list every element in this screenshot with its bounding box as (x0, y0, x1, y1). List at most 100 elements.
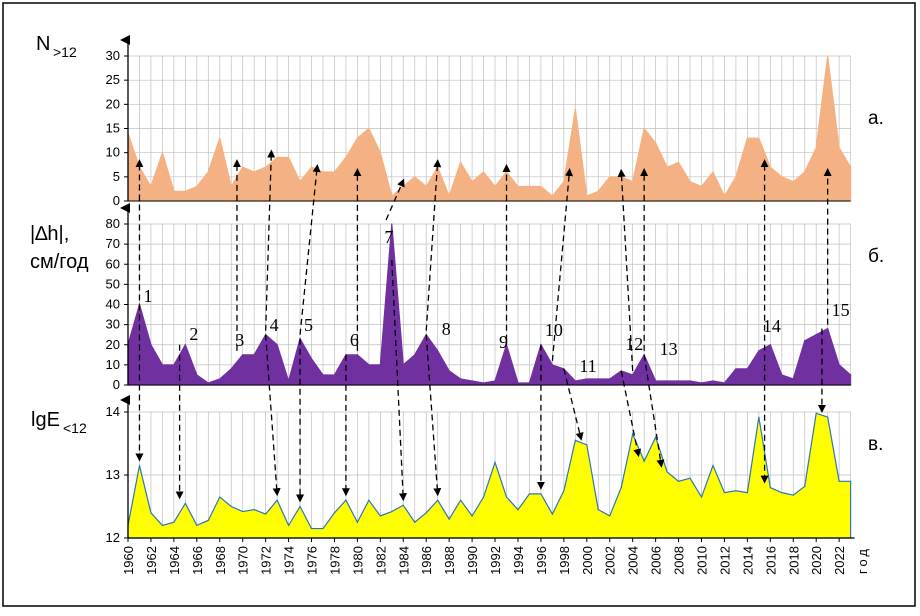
data-point (265, 166, 267, 168)
data-point (391, 195, 393, 197)
data-point (723, 492, 726, 494)
data-point (700, 382, 703, 384)
data-point (551, 513, 553, 515)
data-point (758, 350, 760, 352)
data-point (551, 195, 553, 197)
y-tick-label: 14 (106, 404, 120, 419)
data-point (815, 412, 817, 414)
x-tick-label: 1968 (213, 546, 228, 575)
data-point (161, 364, 164, 366)
data-point (242, 354, 244, 356)
data-point (746, 137, 748, 139)
data-point (196, 185, 198, 188)
data-point (265, 513, 267, 515)
y-tick-label: 0 (113, 193, 120, 208)
data-point (528, 382, 531, 384)
data-point (414, 176, 416, 178)
data-point (219, 137, 221, 139)
y-tick-label: 20 (106, 337, 120, 352)
data-point (528, 493, 531, 495)
y-axis-label: N (36, 33, 50, 55)
y-tick-label: 40 (106, 297, 120, 312)
data-point (769, 487, 771, 489)
data-point (574, 380, 576, 382)
data-point (700, 496, 703, 498)
data-point (850, 166, 852, 168)
data-point (540, 185, 542, 188)
data-point (609, 176, 611, 178)
data-point (792, 378, 794, 380)
x-tick-label: 1996 (534, 546, 549, 575)
panel-label: в. (868, 434, 883, 455)
data-point (391, 510, 393, 513)
event-number-label: 13 (660, 339, 678, 359)
axis-layer (120, 35, 855, 542)
y-tick-label: 30 (106, 48, 120, 63)
x-tick-label: 1990 (465, 546, 480, 575)
data-point (425, 185, 427, 188)
data-point (632, 181, 634, 183)
x-tick-label: 1964 (167, 546, 182, 575)
data-point (150, 344, 152, 346)
data-point (850, 480, 852, 482)
x-tick-label: 1966 (190, 546, 205, 575)
x-tick-label: 1998 (557, 546, 572, 575)
x-tick-label: 2012 (717, 546, 732, 575)
correlation-arrow (385, 178, 405, 221)
data-point (482, 496, 485, 498)
x-tick-label: 2002 (603, 546, 618, 575)
data-point (356, 521, 358, 523)
x-tick-label: 1978 (327, 546, 342, 575)
y-tick-label: 5 (113, 169, 120, 184)
data-point (402, 185, 404, 188)
data-point (609, 378, 611, 380)
data-point (150, 512, 152, 514)
data-point (471, 515, 473, 517)
data-point (471, 380, 473, 382)
data-point (482, 382, 485, 384)
correlation-arrow (617, 168, 634, 371)
data-point (460, 499, 462, 501)
data-point (276, 344, 278, 346)
correlation-arrow (551, 168, 574, 361)
data-point (804, 340, 806, 342)
data-point (689, 181, 691, 183)
data-point (333, 374, 336, 376)
x-axis-unit-label: год (855, 546, 870, 574)
data-point (792, 494, 794, 496)
data-point (482, 171, 485, 173)
data-point (781, 374, 783, 376)
data-point (712, 171, 714, 173)
data-point (310, 166, 313, 168)
data-point (230, 185, 232, 188)
data-point (838, 364, 840, 366)
data-point (597, 378, 599, 380)
x-tick-label: 2000 (580, 546, 595, 575)
data-point (276, 499, 278, 501)
x-tick-label: 1992 (488, 546, 503, 575)
data-point (838, 480, 840, 482)
data-point (655, 142, 657, 144)
data-point (253, 171, 255, 173)
data-point (184, 502, 186, 504)
data-point (448, 518, 450, 520)
x-tick-label: 2006 (649, 546, 664, 575)
data-point (551, 364, 553, 366)
data-point (310, 358, 313, 360)
data-point (356, 354, 358, 356)
data-point (253, 509, 255, 511)
correlation-arrow (620, 370, 642, 458)
data-point (184, 190, 186, 192)
x-tick-label: 1982 (373, 546, 388, 575)
x-tick-label: 2008 (672, 546, 687, 575)
event-number-label: 7 (384, 227, 393, 247)
data-point (769, 166, 771, 168)
data-point (322, 527, 324, 530)
data-point (345, 499, 347, 501)
y-axis-label-subscript: <12 (63, 420, 87, 436)
x-tick-label: 2016 (763, 546, 778, 575)
data-point (333, 512, 336, 514)
data-point (540, 493, 542, 495)
data-point (700, 185, 703, 188)
data-point (299, 505, 301, 508)
